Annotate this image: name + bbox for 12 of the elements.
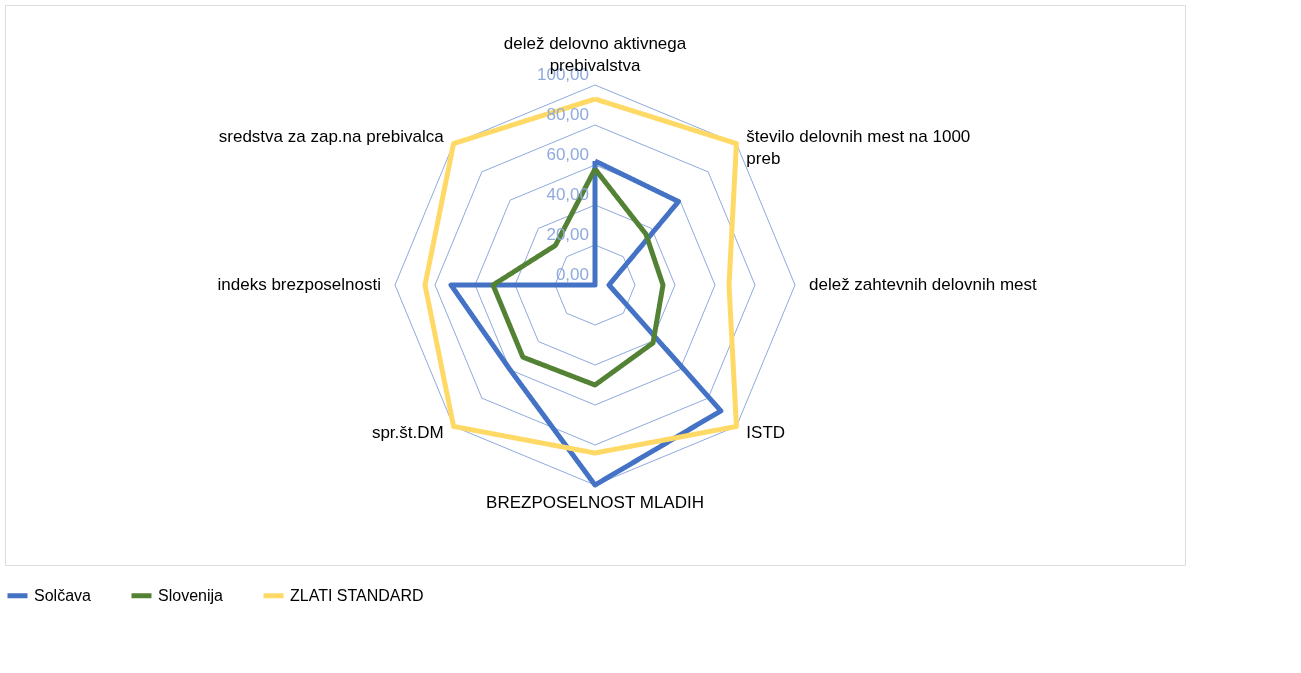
y-tick-label: 80,00 — [546, 105, 589, 124]
legend-label: Solčava — [34, 586, 92, 604]
legend-label: Slovenija — [158, 586, 224, 604]
spoke-label: ISTD — [746, 423, 786, 443]
spoke-label: indeks brezposelnosti — [217, 275, 381, 294]
legend-label: ZLATI STANDARD — [290, 586, 424, 604]
spoke-label: delež zahtevnih delovnih mest — [809, 275, 1038, 294]
spoke-label: število delovnih mest na 1000 preb — [746, 126, 971, 168]
y-tick-label: 60,00 — [546, 145, 589, 164]
spoke-label: BREZPOSELNOST MLADIH — [486, 493, 704, 512]
spoke-label: spr.št.DM — [371, 423, 444, 443]
spoke-label: sredstva za zap.na prebivalca — [218, 126, 445, 146]
